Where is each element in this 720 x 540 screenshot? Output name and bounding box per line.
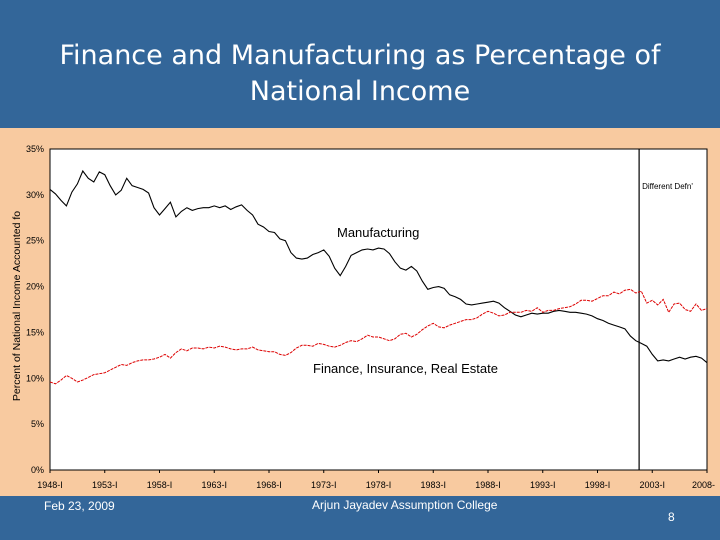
- slide-title: Finance and Manufacturing as Percentage …: [0, 38, 720, 110]
- footer-date: Feb 23, 2009: [44, 499, 115, 513]
- x-tick-label: 1963-I: [201, 480, 227, 490]
- y-tick-label: 5%: [31, 419, 44, 429]
- y-tick-label: 15%: [26, 327, 44, 337]
- slide-title-line-1: Finance and Manufacturing as Percentage …: [59, 40, 661, 71]
- x-tick-label: 1968-I: [256, 480, 282, 490]
- series-group: [49, 169, 708, 385]
- x-tick-label: 1958-I: [147, 480, 173, 490]
- x-tick-label: 1978-I: [366, 480, 392, 490]
- y-tick-label: 10%: [26, 373, 44, 383]
- y-tick-label: 0%: [31, 465, 44, 475]
- x-tick-label: 2003-I: [639, 480, 665, 490]
- y-tick-label: 30%: [26, 190, 44, 200]
- series-line-manufacturing: [49, 169, 708, 364]
- x-tick-label: 1998-I: [585, 480, 611, 490]
- y-axis-title: Percent of National Income Accounted fo: [11, 211, 23, 401]
- y-tick-label: 25%: [26, 236, 44, 246]
- y-axis: 0% 5% 10% 15% 20% 25% 30% 35%: [26, 144, 44, 475]
- y-tick-label: 20%: [26, 282, 44, 292]
- plot-area: [49, 148, 708, 471]
- chart-panel: 0% 5% 10% 15% 20% 25% 30% 35% 1948-I 1953-I 1958-…: [0, 128, 720, 496]
- x-tick-label: 1973-I: [311, 480, 337, 490]
- x-tick-label: 1993-I: [530, 480, 556, 490]
- footer-author: Arjun Jayadev Assumption College: [312, 498, 498, 512]
- y-tick-label: 35%: [26, 144, 44, 154]
- line-chart: 0% 5% 10% 15% 20% 25% 30% 35% 1948-I 1953-I 1958-…: [11, 144, 715, 490]
- x-tick-label: 1983-I: [420, 480, 446, 490]
- x-tick-label: 1948-I: [37, 480, 63, 490]
- x-axis: 1948-I 1953-I 1958-I 1963-I 1968-I 1973-I 1978…: [37, 470, 715, 490]
- x-tick-label: 1953-I: [92, 480, 118, 490]
- x-tick-label: 2008-: [692, 480, 715, 490]
- x-tick-label: 1988-I: [475, 480, 501, 490]
- series-label-finance: Finance, Insurance, Real Estate: [313, 361, 498, 376]
- page-number: 8: [668, 510, 675, 524]
- series-label-manufacturing: Manufacturing: [337, 225, 419, 240]
- definition-change-label: Different Defn': [642, 182, 693, 191]
- slide-title-line-2: National Income: [249, 76, 471, 107]
